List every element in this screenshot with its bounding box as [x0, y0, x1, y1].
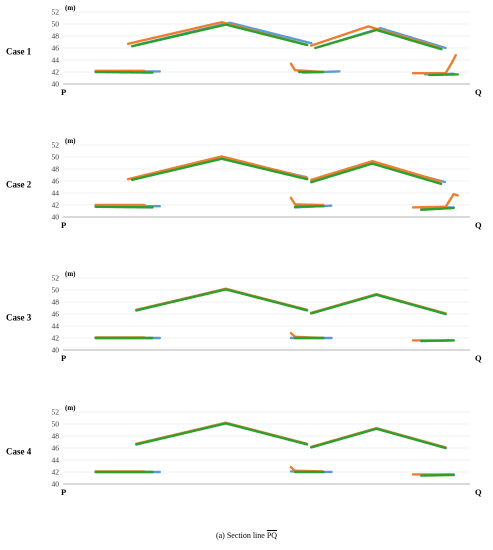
y-tick-label: 44	[52, 56, 60, 65]
y-tick-label: 42	[52, 334, 60, 343]
series-1-segment-4	[310, 427, 447, 450]
x-end-label: Q	[475, 87, 482, 97]
caption-line-name: PQ	[266, 531, 278, 540]
series-2-segment-2	[126, 155, 309, 181]
y-tick-label: 40	[52, 346, 60, 355]
y-tick-label: 52	[52, 8, 60, 17]
series-3-segment-5	[420, 339, 455, 343]
series-2-segment-4	[310, 427, 447, 449]
case-label: Case 4	[6, 447, 32, 457]
y-tick-label: 52	[52, 408, 60, 417]
y-tick-label: 42	[52, 468, 60, 477]
series-3-segment-5	[420, 206, 455, 212]
series-3-segment-5	[428, 73, 459, 77]
y-tick-label: 48	[52, 432, 60, 441]
x-end-label: Q	[475, 487, 482, 497]
y-axis-unit: (m)	[65, 270, 76, 278]
series-3-segment-1	[94, 70, 154, 74]
x-end-label: Q	[475, 220, 482, 230]
y-tick-label: 52	[52, 141, 60, 150]
series-3-segment-4	[310, 427, 447, 450]
series-2-segment-5	[411, 54, 457, 75]
series-2-segment-3	[289, 466, 325, 473]
y-axis-unit: (m)	[65, 4, 76, 12]
caption-prefix: (a) Section line	[215, 531, 267, 540]
series-3-segment-2	[135, 288, 309, 312]
series-3-segment-5	[420, 473, 455, 477]
series-1-segment-2	[135, 287, 309, 312]
y-tick-label: 52	[52, 274, 60, 283]
series-2-segment-5	[411, 192, 459, 209]
y-tick-label: 48	[52, 32, 60, 41]
series-3-segment-2	[130, 23, 309, 48]
case-label: Case 1	[6, 47, 32, 57]
x-end-label: Q	[475, 353, 482, 363]
y-tick-label: 40	[52, 480, 60, 489]
case-label: Case 3	[6, 313, 32, 323]
series-3-segment-2	[130, 157, 309, 182]
y-tick-label: 50	[52, 286, 60, 295]
x-start-label: P	[61, 220, 66, 230]
x-start-label: P	[61, 87, 66, 97]
y-tick-label: 46	[52, 310, 60, 319]
series-1-segment-4	[310, 293, 447, 316]
y-tick-label: 42	[52, 201, 60, 210]
series-2-segment-2	[135, 287, 309, 311]
y-tick-label: 46	[52, 177, 60, 186]
series-1-segment-2	[130, 156, 309, 180]
y-tick-label: 48	[52, 298, 60, 307]
series-2-segment-3	[289, 196, 325, 207]
series-3-segment-1	[94, 205, 154, 209]
x-start-label: P	[61, 353, 66, 363]
series-2-segment-2	[135, 421, 309, 445]
x-start-label: P	[61, 487, 66, 497]
y-tick-label: 40	[52, 213, 60, 222]
y-tick-label: 44	[52, 456, 60, 465]
y-tick-label: 50	[52, 153, 60, 162]
chart-panel-1: Case 1 40 42 44 46 48 50 52 (m) P Q	[6, 4, 482, 97]
series-1-segment-2	[135, 421, 309, 446]
y-axis-unit: (m)	[65, 404, 76, 412]
figure-caption: (a) Section line PQ	[0, 531, 493, 540]
chart-panel-2: Case 2 40 42 44 46 48 50 52 (m) P Q	[6, 137, 482, 230]
y-tick-label: 40	[52, 80, 60, 89]
y-tick-label: 50	[52, 420, 60, 429]
series-3-segment-4	[310, 293, 447, 316]
y-tick-label: 42	[52, 68, 60, 77]
series-2-segment-3	[289, 62, 325, 74]
case-label: Case 2	[6, 180, 32, 190]
series-2-segment-4	[310, 159, 443, 183]
y-tick-label: 44	[52, 322, 60, 331]
y-tick-label: 46	[52, 44, 60, 53]
series-3-segment-3	[293, 204, 325, 209]
y-axis-unit: (m)	[65, 137, 76, 145]
y-tick-label: 46	[52, 444, 60, 453]
y-tick-label: 44	[52, 189, 60, 198]
y-tick-label: 48	[52, 165, 60, 174]
series-3-segment-4	[314, 28, 443, 51]
series-3-segment-2	[135, 422, 309, 446]
y-tick-label: 50	[52, 20, 60, 29]
chart-panel-3: Case 3 40 42 44 46 48 50 52 (m) P Q	[6, 270, 482, 363]
chart-panel-4: Case 4 40 42 44 46 48 50 52 (m) P Q	[6, 404, 482, 497]
section-profile-charts: Case 1 40 42 44 46 48 50 52 (m) P Q Case 2 40 42 44 46 4…	[6, 4, 482, 497]
series-2-segment-4	[310, 293, 447, 315]
series-3-segment-4	[310, 162, 443, 186]
